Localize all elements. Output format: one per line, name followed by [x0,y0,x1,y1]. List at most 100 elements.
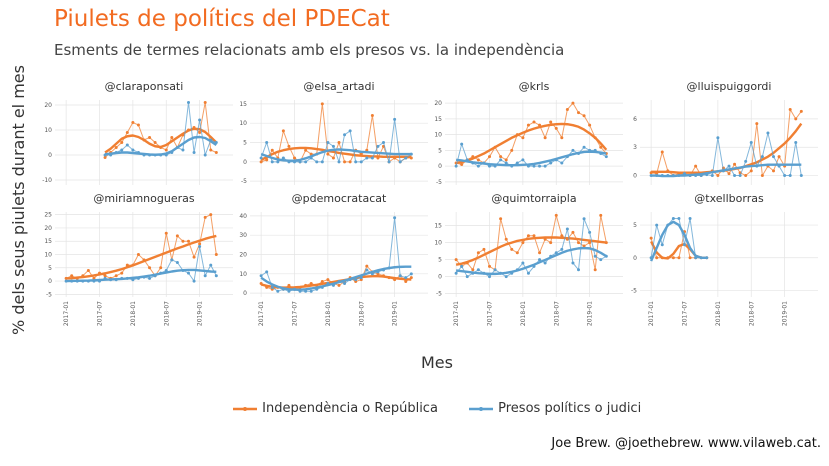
data-point-presos [788,174,792,178]
data-point-presos [287,289,291,293]
trend-line-presos [260,265,412,291]
data-point-presos [493,268,497,272]
data-point-independencia [688,256,692,260]
data-point-independencia [359,152,363,156]
data-point-presos [482,271,486,275]
data-point-presos [209,263,213,267]
y-tick-label: 10 [239,120,247,127]
data-point-presos [794,141,798,144]
data-point-independencia [164,231,168,235]
data-point-presos [298,289,302,293]
data-point-presos [543,261,547,265]
data-point-presos [287,160,291,164]
data-point-presos [70,279,74,283]
x-tick-label: 2017-01 [453,301,460,326]
data-point-independencia [393,156,397,160]
data-point-independencia [376,156,380,160]
data-point-independencia [192,126,196,129]
data-point-presos [304,160,308,164]
data-point-presos [543,164,547,168]
data-point-independencia [175,234,179,238]
x-tick-label: 2018-07 [163,301,170,326]
data-point-independencia [677,256,681,260]
data-point-presos [370,272,374,276]
data-point-presos [315,287,319,291]
y-tick-label: 0 [243,159,247,166]
x-tick-label: 2018-01 [325,301,332,326]
x-tick-label: 2019-01 [587,301,594,326]
data-point-presos [471,161,475,165]
data-point-presos [337,160,341,164]
data-point-presos [365,156,369,160]
data-point-independencia [588,241,592,245]
panel-title-lluispuiggordi: @lluispuiggordi [687,80,772,93]
data-point-independencia [198,242,202,246]
data-point-presos [398,274,402,278]
data-point-presos [281,287,285,291]
y-tick-label: 0 [633,255,637,262]
data-point-presos [164,268,168,272]
data-point-presos [370,156,374,160]
x-tick-label: 2019-01 [782,301,789,326]
data-point-presos [175,146,179,149]
data-point-independencia [125,131,129,134]
data-point-independencia [660,256,664,260]
data-point-independencia [203,215,207,219]
trend-line-presos [455,246,607,276]
data-point-independencia [532,120,536,124]
data-point-independencia [153,141,157,144]
data-point-presos [493,164,497,168]
data-point-independencia [159,146,163,149]
trend-line-independencia [66,234,217,280]
data-point-independencia [471,155,475,159]
data-point-presos [409,152,413,156]
data-point-presos [571,261,575,265]
y-tick-label: 6 [633,116,637,123]
legend-label-presos: Presos polítics o judici [498,401,642,416]
data-point-independencia [331,156,335,160]
data-point-independencia [538,251,542,255]
data-point-presos [554,251,558,255]
data-point-presos [326,281,330,285]
y-tick-label: -10 [42,177,52,184]
data-point-presos [404,276,408,280]
data-point-presos [554,158,558,162]
data-point-presos [387,266,391,270]
data-point-independencia [142,138,146,142]
data-point-presos [777,164,781,168]
data-point-presos [159,271,163,275]
data-point-presos [760,155,764,159]
data-point-independencia [326,152,330,156]
data-point-presos [259,274,263,278]
panel-quimtorraipla: @quimtorraipla -5 0 5 10 15 2017-01 2017-07 2018… [434,192,623,326]
data-point-independencia [744,174,748,178]
data-point-presos [203,274,207,278]
y-tick-label: 40 [239,213,247,220]
data-point-presos [159,153,163,157]
y-tick-label: 0 [243,290,247,297]
data-point-independencia [755,122,759,126]
data-point-independencia [120,271,124,275]
data-point-independencia [538,123,542,127]
data-point-independencia [777,155,781,159]
data-point-independencia [304,148,308,152]
data-point-independencia [655,256,659,260]
data-point-presos [593,148,597,152]
data-point-presos [526,164,530,168]
data-point-presos [92,279,96,283]
data-point-independencia [521,241,525,245]
panel-claraponsati: @claraponsati -10 0 10 20 [42,80,233,185]
chart-title: Piulets de polítics del PDECat [54,6,390,32]
data-point-presos [175,260,179,264]
x-tick-label: 2017-07 [682,301,689,326]
data-point-presos [604,254,608,258]
panel-title-elsa_artadi: @elsa_artadi [303,80,374,93]
data-point-independencia [554,213,558,217]
data-point-presos [276,289,280,293]
data-point-independencia [488,155,491,159]
data-point-independencia [337,141,341,144]
data-point-independencia [510,247,514,251]
data-point-independencia [454,258,458,262]
data-point-presos [309,289,313,293]
data-point-independencia [532,234,536,238]
